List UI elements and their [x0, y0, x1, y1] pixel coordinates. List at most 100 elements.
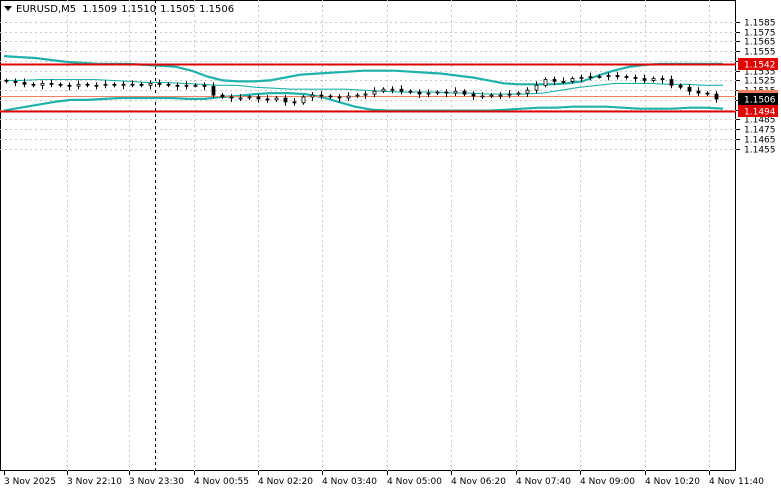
price-tick-label: 1.1555: [744, 48, 776, 58]
candle-body: [103, 83, 108, 86]
candle-body: [525, 89, 530, 94]
candle-body: [714, 93, 719, 100]
plot-frame: [0, 0, 736, 471]
candle-body: [606, 75, 611, 77]
time-tick-label: 4 Nov 06:20: [451, 477, 506, 487]
price-tick-label: 1.1565: [744, 38, 776, 48]
candle-body: [310, 94, 315, 98]
time-tick-label: 4 Nov 03:40: [322, 477, 377, 487]
candle-body: [471, 93, 476, 97]
candle-body: [175, 84, 180, 87]
candle-body: [687, 86, 692, 92]
candle-body: [22, 82, 27, 85]
candle-body: [283, 97, 288, 103]
price-label-text: 1.1494: [744, 108, 776, 118]
candle-body: [444, 91, 449, 94]
candle-body: [597, 76, 602, 78]
chart-header: EURUSD,M5 1.1509 1.1510 1.1505 1.1506: [4, 4, 238, 15]
bollinger-middle-line: [4, 78, 723, 95]
candle-body: [229, 96, 234, 99]
open-price: 1.1509: [82, 4, 118, 15]
close-price: 1.1506: [199, 4, 235, 15]
time-tick-label: 3 Nov 23:30: [129, 477, 184, 487]
candle-body: [696, 90, 701, 94]
candle-body: [543, 79, 548, 86]
candle-body: [67, 84, 72, 87]
candle-body: [390, 88, 395, 91]
candle-body: [453, 90, 458, 94]
candle-body: [633, 77, 638, 79]
candle-body: [166, 83, 171, 86]
price-tick-label: 1.1475: [744, 126, 776, 136]
price-tick-label: 1.1585: [744, 19, 776, 29]
candle-body: [615, 75, 620, 77]
candle-body: [85, 83, 90, 86]
candle-body: [480, 95, 485, 98]
time-tick-label: 4 Nov 07:40: [516, 477, 571, 487]
candle-body: [319, 94, 324, 97]
time-tick-label: 4 Nov 11:40: [709, 477, 764, 487]
candle-body: [669, 79, 674, 86]
candle-body: [337, 96, 342, 99]
candle-body: [489, 94, 494, 97]
candle-body: [346, 95, 351, 99]
symbol-timeframe: EURUSD,M5: [16, 4, 77, 15]
candle-body: [408, 90, 413, 93]
candle-body: [220, 94, 225, 98]
candle-body: [435, 91, 440, 94]
candle-body: [238, 97, 243, 100]
time-tick-label: 3 Nov 22:10: [67, 477, 122, 487]
price-label-box: [738, 93, 778, 105]
candle-body: [678, 84, 683, 88]
price-label-box: [738, 58, 778, 70]
bollinger-lower-band: [3, 91, 724, 112]
candle-body: [121, 83, 126, 86]
price-label-text: 1.1542: [744, 61, 776, 71]
candle-body: [247, 96, 252, 99]
candle-body: [552, 79, 557, 82]
collapse-triangle-icon[interactable]: [4, 6, 12, 11]
price-tick-label: 1.1575: [744, 29, 776, 39]
price-tick-label: 1.1465: [744, 136, 776, 146]
price-label-text: 1.1506: [744, 96, 776, 106]
candle-body: [534, 84, 539, 91]
candle-body: [265, 98, 270, 101]
candle-body: [516, 92, 521, 95]
time-tick-label: 4 Nov 05:00: [387, 477, 442, 487]
candle-body: [193, 84, 198, 87]
candle-body: [40, 83, 45, 86]
candle-body: [372, 90, 377, 95]
candle-body: [31, 83, 36, 86]
candle-body: [399, 88, 404, 92]
price-label-box: [738, 105, 778, 117]
candle-body: [642, 78, 647, 81]
candle-body: [426, 92, 431, 95]
candle-body: [561, 81, 566, 83]
candle-body: [301, 96, 306, 104]
candle-body: [202, 84, 207, 87]
candle-body: [579, 77, 584, 79]
candle-body: [363, 93, 368, 96]
candle-body: [157, 83, 162, 85]
candle-body: [328, 95, 333, 98]
candle-body: [462, 90, 467, 95]
candle-body: [570, 78, 575, 82]
high-price: 1.1510: [121, 4, 157, 15]
candle-body: [507, 93, 512, 96]
candle-body: [417, 91, 422, 95]
candle-body: [49, 83, 54, 85]
candle-body: [355, 94, 360, 97]
time-tick-label: 4 Nov 00:55: [194, 477, 249, 487]
candle-body: [58, 83, 63, 86]
candle-body: [292, 101, 297, 104]
candle-body: [256, 96, 261, 100]
candle-body: [381, 88, 386, 92]
candle-body: [274, 97, 279, 101]
candle-body: [13, 81, 18, 83]
candle-body: [130, 83, 135, 86]
candle-body: [184, 84, 189, 87]
time-tick-label: 3 Nov 2025: [4, 477, 56, 487]
low-price: 1.1505: [160, 4, 196, 15]
